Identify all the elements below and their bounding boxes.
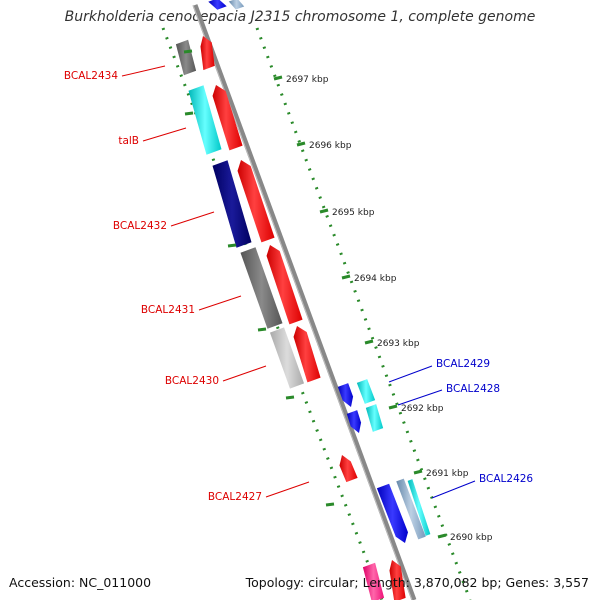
scale-tick-mark	[388, 404, 398, 410]
gene-feature-blue	[376, 483, 408, 543]
gene-label: BCAL2430	[165, 375, 219, 387]
gene-feature-red	[212, 85, 243, 151]
gene-feature-red	[389, 560, 406, 600]
gene-feature-steel	[396, 478, 426, 540]
gene-feature-lightgray	[269, 327, 305, 389]
gene-label: BCAL2432	[113, 220, 167, 232]
gene-label-leader	[222, 365, 267, 382]
scale-tick-mark	[273, 75, 283, 81]
scale-tick-mark	[296, 141, 306, 147]
gene-label: BCAL2431	[141, 304, 195, 316]
left-dotted-ring	[161, 27, 384, 600]
gene-feature-cyan	[188, 85, 222, 155]
gene-label: BCAL2427	[208, 491, 262, 503]
gene-feature-red	[339, 455, 358, 483]
scale-tick-mark	[413, 469, 423, 475]
minor-tick-mark	[257, 327, 267, 332]
gene-feature-cyan	[365, 404, 384, 432]
gene-label: talB	[118, 135, 139, 147]
gene-feature-cyan	[356, 379, 376, 404]
right-dotted-ring	[255, 27, 472, 600]
scale-tick-label: 2692 kbp	[401, 404, 444, 414]
gene-label-leader	[388, 365, 433, 383]
gene-label-leader	[397, 389, 443, 406]
gene-feature-steel	[228, 0, 245, 10]
minor-tick-mark	[184, 111, 194, 116]
gene-feature-red	[237, 160, 275, 243]
genome-stats-text: Topology: circular; Length: 3,870,082 bp…	[245, 575, 589, 590]
gene-label-leader	[142, 127, 187, 142]
gene-label-leader	[265, 481, 310, 498]
scale-tick-label: 2690 kbp	[450, 533, 493, 543]
minor-tick-mark	[285, 395, 295, 400]
gene-label: BCAL2428	[446, 383, 500, 395]
gene-feature-red	[293, 326, 321, 383]
minor-tick-mark	[227, 243, 237, 248]
gene-label-leader	[431, 480, 476, 499]
scale-tick-mark	[364, 339, 374, 345]
gene-feature-gray	[175, 39, 197, 76]
gene-feature-blue	[346, 410, 362, 433]
scale-tick-label: 2697 kbp	[286, 75, 329, 85]
map-title: Burkholderia cenocepacia J2315 chromosom…	[64, 9, 536, 25]
scale-tick-label: 2695 kbp	[332, 208, 375, 218]
scale-tick-mark	[437, 533, 447, 539]
scale-tick-label: 2694 kbp	[354, 274, 397, 284]
gene-feature-blue	[337, 383, 354, 407]
gene-label: BCAL2426	[479, 473, 533, 485]
accession-text: Accession: NC_011000	[9, 575, 152, 590]
scale-tick-mark	[319, 208, 329, 214]
gene-feature-blue	[208, 0, 227, 10]
backbone-line	[192, 4, 417, 600]
scale-tick-mark	[341, 274, 351, 280]
gene-label-leader	[170, 211, 215, 227]
gene-label-leader	[121, 65, 166, 77]
scale-tick-label: 2691 kbp	[426, 469, 469, 479]
gene-label-leader	[198, 295, 242, 311]
gene-label: BCAL2434	[64, 70, 118, 82]
scale-tick-label: 2693 kbp	[377, 339, 420, 349]
minor-tick-mark	[183, 49, 193, 54]
gene-label: BCAL2429	[436, 358, 490, 370]
scale-tick-label: 2696 kbp	[309, 141, 352, 151]
gene-feature-cyan	[407, 479, 431, 536]
minor-tick-mark	[325, 502, 335, 507]
gene-feature-red	[266, 245, 303, 325]
gene-feature-magenta	[362, 562, 385, 600]
gene-feature-navy	[212, 160, 252, 248]
gene-feature-gray	[240, 247, 283, 329]
gene-feature-red	[200, 36, 215, 71]
